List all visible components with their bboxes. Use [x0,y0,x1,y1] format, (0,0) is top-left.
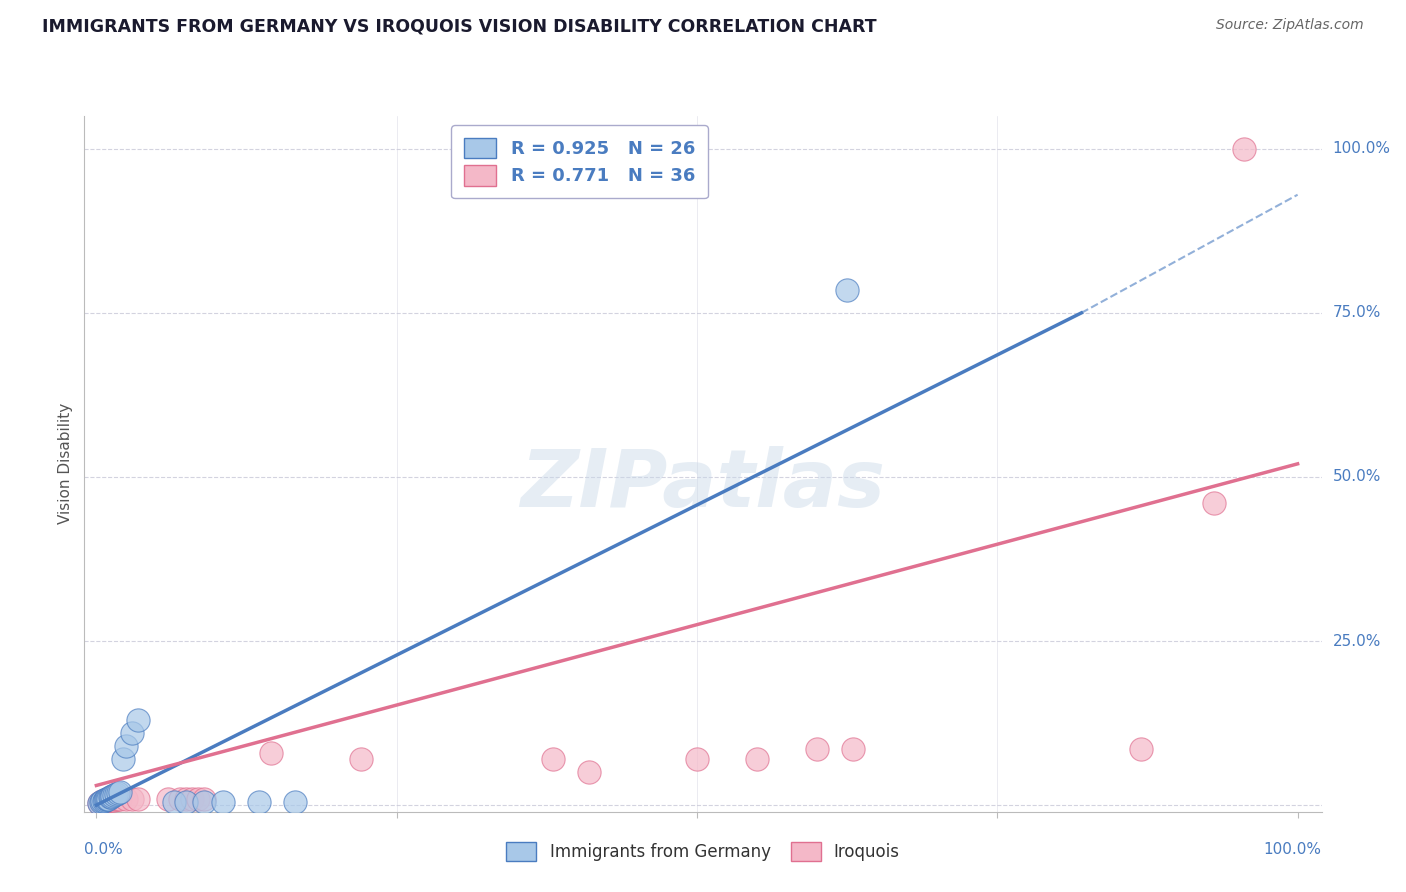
Point [1202,496,1225,510]
Point [90,795,112,809]
Point [94,793,117,807]
Point [284,795,307,809]
Point [101,793,124,807]
Point [110,791,132,805]
Point [121,791,143,805]
Point [842,742,865,756]
Point [104,787,127,801]
Point [115,739,138,753]
Point [837,283,859,297]
Point [103,788,125,802]
Point [211,795,233,809]
Point [350,752,373,766]
Text: 50.0%: 50.0% [1333,469,1381,484]
Point [107,786,129,800]
Point [193,791,215,805]
Point [96,791,118,805]
Point [101,789,124,803]
Text: IMMIGRANTS FROM GERMANY VS IROQUOIS VISION DISABILITY CORRELATION CHART: IMMIGRANTS FROM GERMANY VS IROQUOIS VISI… [42,18,877,36]
Point [541,752,564,766]
Text: 75.0%: 75.0% [1333,305,1381,320]
Point [98,793,121,807]
Point [94,793,117,807]
Point [87,796,110,810]
Point [94,792,117,806]
Point [91,794,114,808]
Point [111,752,134,766]
Point [87,796,110,810]
Text: Source: ZipAtlas.com: Source: ZipAtlas.com [1216,18,1364,32]
Point [259,746,281,760]
Point [97,791,120,805]
Point [745,752,768,766]
Point [103,793,125,807]
Point [247,795,270,809]
Point [127,791,149,805]
Point [115,791,138,805]
Text: 25.0%: 25.0% [1333,633,1381,648]
Point [93,793,115,807]
Point [100,792,122,806]
Point [94,793,117,807]
Legend: Immigrants from Germany, Iroquois: Immigrants from Germany, Iroquois [495,830,911,873]
Point [104,792,127,806]
Point [176,795,198,809]
Text: 100.0%: 100.0% [1333,141,1391,156]
Text: ZIPatlas: ZIPatlas [520,446,886,524]
Point [103,792,125,806]
Point [90,795,112,809]
Point [107,791,129,805]
Point [127,713,149,727]
Text: 0.0%: 0.0% [84,842,124,857]
Point [806,742,828,756]
Point [100,789,122,804]
Point [97,793,120,807]
Point [181,791,204,805]
Point [1232,142,1254,156]
Text: 100.0%: 100.0% [1264,842,1322,857]
Point [187,791,209,805]
Point [176,791,198,805]
Point [93,794,115,808]
Point [686,752,709,766]
Point [578,765,600,780]
Point [1130,742,1153,756]
Point [169,791,191,805]
Point [163,795,186,809]
Point [193,795,215,809]
Point [110,785,132,799]
Point [91,794,114,808]
Point [96,793,118,807]
Point [98,790,121,805]
Point [157,791,180,805]
Point [121,726,143,740]
Y-axis label: Vision Disability: Vision Disability [58,403,73,524]
